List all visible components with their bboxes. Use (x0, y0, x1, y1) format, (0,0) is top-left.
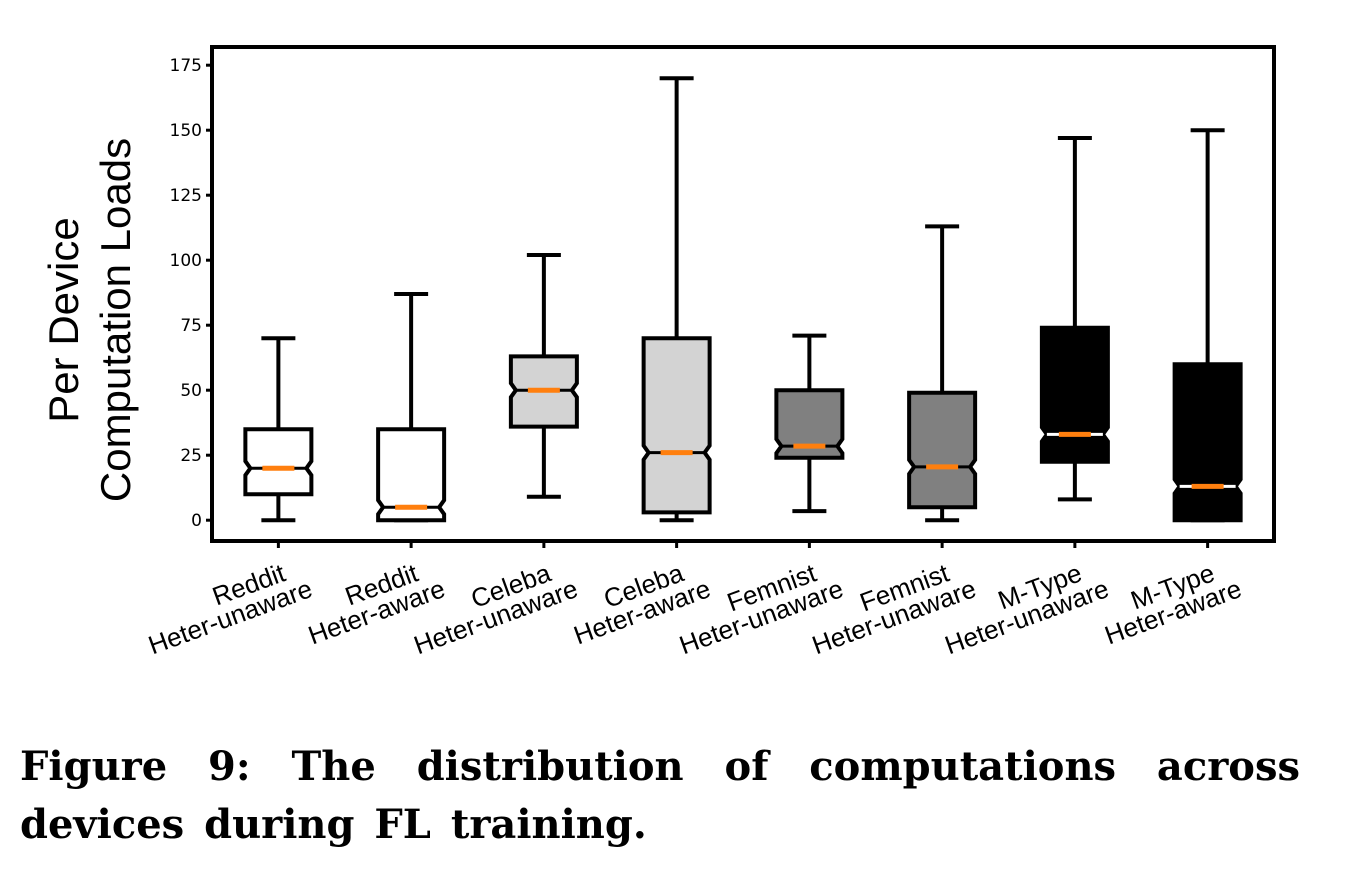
box-body (1172, 362, 1243, 523)
box-body (243, 427, 314, 497)
y-tick-label: 125 (170, 186, 202, 206)
plot-frame (210, 45, 1276, 543)
y-tick-label: 175 (170, 56, 202, 76)
y-tick-label: 150 (170, 121, 202, 141)
box-body (641, 336, 712, 515)
y-axis-label: Computation Loads (92, 138, 139, 502)
y-tick-label: 0 (191, 511, 202, 531)
y-tick-label: 100 (170, 251, 202, 271)
x-tick-label: M-TypeHeter-aware (1092, 551, 1245, 651)
y-tick-label: 50 (180, 381, 202, 401)
y-tick-label: 25 (180, 446, 202, 466)
figure-caption: Figure 9: The distribution of computatio… (20, 743, 1300, 848)
plot-area: 0 25 50 75 100 125 150 175 Per Device Computation… (40, 45, 1276, 661)
y-axis-label: Per Device (40, 217, 87, 422)
box-body (1039, 325, 1110, 464)
y-tick-label: 75 (180, 316, 202, 336)
box-body (907, 390, 978, 510)
x-tick-label: RedditHeter-unaware (136, 551, 316, 661)
box-plot-chart: 0 25 50 75 100 125 150 175 Per Device Computation… (40, 45, 1276, 661)
box-body (376, 427, 447, 523)
box-body (774, 388, 845, 460)
